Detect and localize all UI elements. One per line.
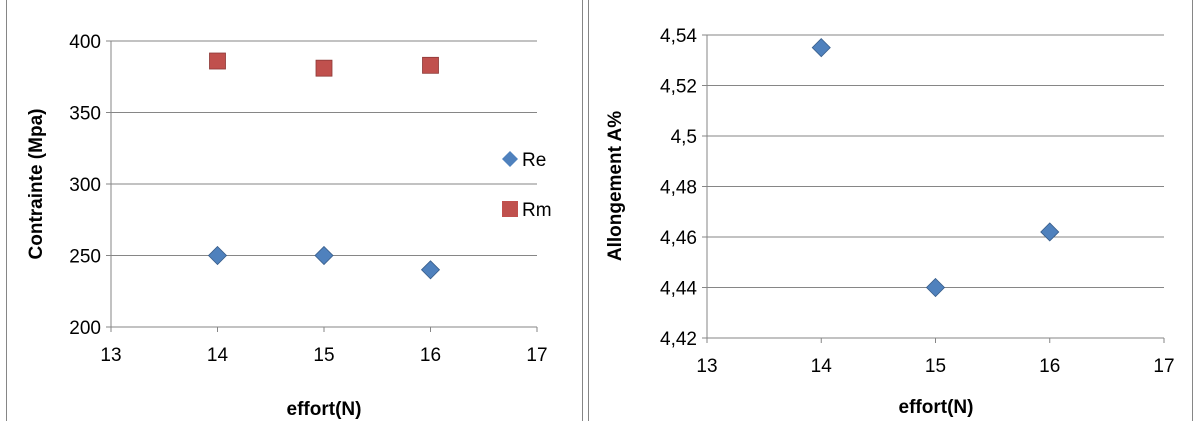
data-point-re [420, 260, 441, 280]
data-point-allongement [925, 277, 946, 298]
data-point-allongement [811, 38, 831, 58]
x-tick-label: 14 [207, 345, 229, 366]
x-tick-label: 15 [925, 356, 946, 377]
x-axis-title: effort(N) [287, 399, 362, 420]
chart-allongement: 4,42 4,44 4,46 4,48 4,5 4,52 4,54 13 14 15 16 17 eff… [605, 26, 1175, 418]
legend-label-rm: Rm [522, 200, 552, 221]
y-tick-label: 4,46 [660, 228, 697, 249]
x-tick-label: 13 [100, 345, 121, 366]
x-tick-label: 16 [420, 345, 441, 366]
chart-contrainte-panel: 200 250 300 350 400 13 14 15 16 17 effort(N) Contra… [6, 0, 583, 421]
y-tick-label: 4,5 [671, 127, 697, 148]
x-tick-label: 16 [1039, 356, 1060, 377]
legend-marker-re [502, 151, 518, 167]
x-tick-label: 13 [696, 356, 717, 377]
y-tick-label: 250 [69, 247, 101, 268]
y-tick-label: 4,42 [660, 329, 697, 350]
y-tick-label: 300 [69, 175, 101, 196]
y-tick-label: 4,54 [660, 26, 697, 47]
legend-label-re: Re [522, 150, 546, 171]
data-point-re [314, 245, 334, 266]
x-tick-label: 14 [811, 356, 833, 377]
x-tick-label: 17 [526, 345, 547, 366]
y-tick-label: 4,48 [660, 178, 697, 199]
legend-marker-rm [502, 201, 518, 217]
y-axis-title: Allongement A% [605, 111, 626, 261]
x-tick-label: 17 [1153, 356, 1174, 377]
data-point-allongement [1040, 222, 1060, 242]
data-point-rm [209, 52, 226, 70]
y-tick-label: 400 [69, 32, 101, 53]
y-tick-label: 200 [69, 318, 101, 339]
data-point-re [207, 245, 228, 266]
y-tick-label: 4,52 [660, 77, 697, 98]
y-tick-label: 350 [69, 104, 101, 125]
x-axis-title: effort(N) [899, 397, 974, 418]
chart-allongement-panel: 4,42 4,44 4,46 4,48 4,5 4,52 4,54 13 14 15 16 17 eff… [588, 0, 1193, 421]
y-axis-title: Contrainte (Mpa) [26, 109, 47, 260]
x-tick-label: 15 [313, 345, 334, 366]
y-tick-label: 4,44 [660, 279, 697, 300]
data-point-rm [315, 59, 333, 77]
chart-contrainte: 200 250 300 350 400 13 14 15 16 17 effort(N) Contra… [26, 32, 552, 420]
data-point-rm [422, 56, 439, 74]
